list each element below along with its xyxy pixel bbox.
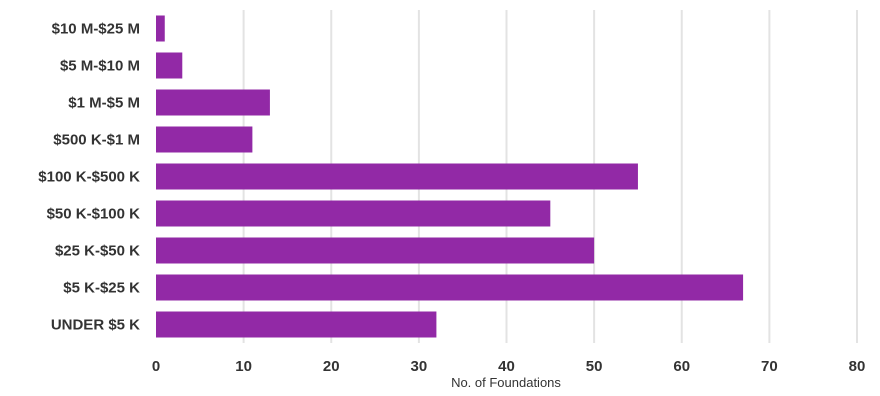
category-label: $25 K-$50 K bbox=[55, 243, 140, 260]
bar bbox=[156, 274, 744, 301]
bar bbox=[156, 89, 270, 116]
x-tick-label: 0 bbox=[152, 358, 160, 375]
category-label: $10 M-$25 M bbox=[52, 21, 140, 38]
category-label: $5 M-$10 M bbox=[60, 58, 140, 75]
x-tick-label: 20 bbox=[323, 358, 340, 375]
bar bbox=[156, 15, 165, 42]
x-axis-title: No. of Foundations bbox=[451, 375, 561, 390]
bar bbox=[156, 52, 183, 79]
bar bbox=[156, 200, 551, 227]
bar bbox=[156, 163, 638, 190]
category-label: UNDER $5 K bbox=[51, 317, 140, 334]
x-tick-label: 50 bbox=[586, 358, 603, 375]
x-tick-label: 10 bbox=[235, 358, 252, 375]
category-label: $100 K-$500 K bbox=[38, 169, 140, 186]
x-tick-label: 80 bbox=[849, 358, 866, 375]
category-label: $50 K-$100 K bbox=[47, 206, 141, 223]
category-label: $500 K-$1 M bbox=[53, 132, 140, 149]
category-label: $1 M-$5 M bbox=[68, 95, 140, 112]
x-tick-label: 70 bbox=[761, 358, 778, 375]
category-labels: $10 M-$25 M $5 M-$10 M $1 M-$5 M $500 K-$1 … bbox=[38, 21, 140, 334]
bar bbox=[156, 311, 437, 338]
x-tick-label: 60 bbox=[673, 358, 690, 375]
bar bbox=[156, 126, 253, 153]
x-tick-label: 40 bbox=[498, 358, 515, 375]
category-label: $5 K-$25 K bbox=[63, 280, 140, 297]
x-tick-label: 30 bbox=[411, 358, 428, 375]
bar bbox=[156, 237, 595, 264]
bars bbox=[156, 15, 744, 338]
x-tick-labels: 0 10 20 30 40 50 60 70 80 bbox=[152, 358, 866, 375]
